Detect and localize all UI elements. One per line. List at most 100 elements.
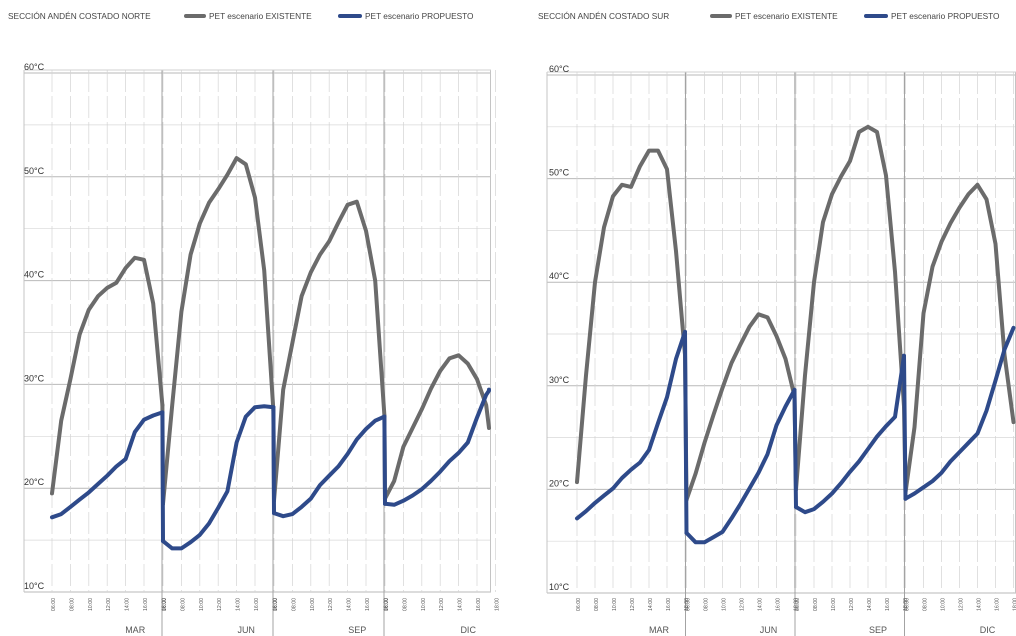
legend-label: PET escenario PROPUESTO [891, 11, 1000, 21]
y-tick-label: 20°C [549, 478, 570, 488]
hour-tick-label: 10:00 [199, 598, 205, 611]
hour-tick-label: 16:00 [365, 598, 371, 611]
hour-tick-label: 16:00 [995, 598, 1001, 611]
series-connector [271, 405, 276, 516]
hour-tick-label: 06:00 [384, 598, 390, 611]
series-line [684, 312, 797, 502]
y-tick-label: 60°C [549, 64, 570, 74]
hour-tick-label: 12:00 [106, 598, 112, 611]
hour-tick-label: 06:00 [162, 598, 168, 611]
month-label: JUN [760, 625, 778, 635]
month-label: MAR [125, 625, 146, 635]
y-tick-label: 40°C [24, 270, 45, 280]
series-line [161, 404, 276, 551]
hour-tick-label: 12:00 [328, 598, 334, 611]
hour-tick-label: 06:00 [51, 598, 57, 611]
legend-label: PET escenario EXISTENTE [209, 11, 312, 21]
series-line [161, 156, 276, 506]
hour-tick-label: 18:00 [684, 598, 690, 611]
series-line [684, 387, 797, 545]
hour-tick-label: 16:00 [143, 598, 149, 611]
series-connector [792, 387, 798, 510]
hour-tick-label: 08:00 [923, 598, 929, 611]
month-label: DIC [980, 625, 996, 635]
hour-tick-label: 16:00 [666, 598, 672, 611]
hour-tick-label: 12:00 [439, 598, 445, 611]
y-tick-label: 40°C [549, 271, 570, 281]
hour-tick-label: 10:00 [831, 598, 837, 611]
month-label: SEP [869, 625, 887, 635]
hour-tick-label: 10:00 [310, 598, 316, 611]
series-line [50, 255, 165, 496]
hour-tick-label: 08:00 [704, 598, 710, 611]
hour-tick-label: 16:00 [885, 598, 891, 611]
hour-tick-label: 08:00 [813, 598, 819, 611]
hour-tick-label: 16:00 [776, 598, 782, 611]
hour-tick-label: 12:00 [959, 598, 965, 611]
hour-tick-label: 10:00 [88, 598, 94, 611]
hour-tick-label: 18:00 [494, 598, 500, 611]
hour-tick-label: 08:00 [402, 598, 408, 611]
y-tick-label: 30°C [24, 373, 45, 383]
hour-tick-label: 06:00 [905, 598, 911, 611]
series-line [50, 410, 165, 520]
hour-tick-label: 16:00 [476, 598, 482, 611]
hour-tick-label: 14:00 [758, 598, 764, 611]
hour-tick-label: 10:00 [612, 598, 618, 611]
series-line [383, 353, 491, 501]
hour-tick-label: 10:00 [722, 598, 728, 611]
chart-panel: SECCIÓN ANDÉN COSTADO NORTE PET escenario… [8, 11, 500, 636]
hour-tick-label: 14:00 [648, 598, 654, 611]
hour-tick-label: 12:00 [740, 598, 746, 611]
month-label: JUN [237, 625, 255, 635]
series-connector [902, 353, 908, 501]
hour-tick-label: 08:00 [69, 598, 75, 611]
hour-tick-label: 18:00 [383, 598, 389, 611]
hour-tick-label: 18:00 [794, 598, 800, 611]
series-line [272, 199, 387, 503]
hour-tick-label: 12:00 [217, 598, 223, 611]
hour-tick-label: 14:00 [458, 598, 464, 611]
y-tick-label: 30°C [549, 375, 570, 385]
y-tick-label: 50°C [549, 168, 570, 178]
chart-title: SECCIÓN ANDÉN COSTADO NORTE [8, 11, 151, 21]
hour-tick-label: 06:00 [686, 598, 692, 611]
series-connector [382, 414, 387, 506]
hour-tick-label: 06:00 [576, 598, 582, 611]
month-label: MAR [649, 625, 670, 635]
series-line [903, 182, 1016, 495]
series-connector [683, 329, 689, 535]
series-line [272, 414, 387, 519]
hour-tick-label: 14:00 [977, 598, 983, 611]
hour-tick-label: 18:00 [1013, 598, 1016, 611]
y-tick-label: 20°C [24, 477, 45, 487]
hour-tick-label: 08:00 [180, 598, 186, 611]
hour-tick-label: 14:00 [347, 598, 353, 611]
y-tick-label: 60°C [24, 62, 45, 72]
hour-tick-label: 12:00 [630, 598, 636, 611]
hour-tick-label: 06:00 [273, 598, 279, 611]
chart-panel: SECCIÓN ANDÉN COSTADO SUR PET escenario E… [538, 11, 1016, 636]
series-line [794, 353, 906, 515]
series-line [383, 387, 491, 507]
hour-tick-label: 12:00 [849, 598, 855, 611]
series-line [575, 148, 687, 485]
hour-tick-label: 16:00 [254, 598, 260, 611]
month-label: SEP [348, 625, 366, 635]
hour-tick-label: 06:00 [795, 598, 801, 611]
hour-tick-label: 14:00 [236, 598, 242, 611]
series-line [794, 124, 906, 492]
y-tick-label: 50°C [24, 166, 45, 176]
hour-tick-label: 18:00 [272, 598, 278, 611]
series-connector [160, 410, 165, 544]
series-line [903, 325, 1016, 501]
chart-title: SECCIÓN ANDÉN COSTADO SUR [538, 11, 669, 21]
hour-tick-label: 18:00 [161, 598, 167, 611]
legend-label: PET escenario EXISTENTE [735, 11, 838, 21]
hour-tick-label: 18:00 [903, 598, 909, 611]
hour-tick-label: 08:00 [291, 598, 297, 611]
hour-tick-label: 14:00 [867, 598, 873, 611]
legend-label: PET escenario PROPUESTO [365, 11, 474, 21]
series-line [575, 329, 687, 521]
